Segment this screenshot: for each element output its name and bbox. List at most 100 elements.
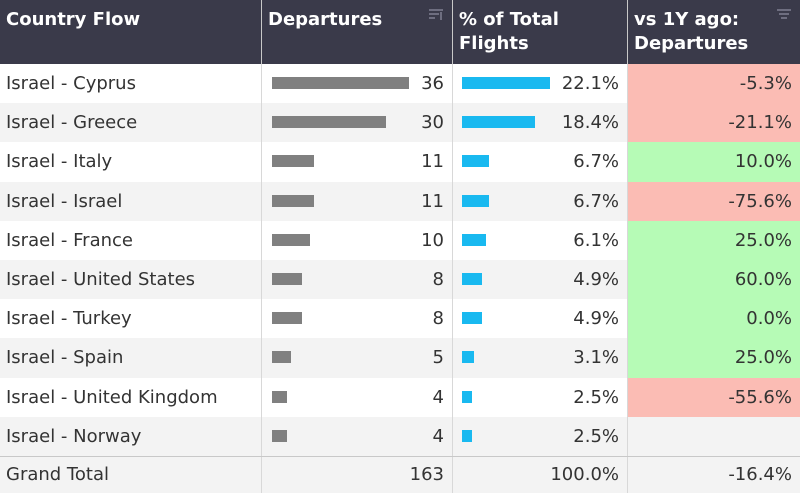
percent-bar <box>462 312 482 325</box>
change-value: -75.6% <box>728 190 792 212</box>
departures-value: 8 <box>432 268 444 290</box>
grand-total-label: Grand Total <box>0 457 262 493</box>
grand-total-change-cell: -16.4% <box>628 457 800 493</box>
change-vs-1y-cell: 0.0% <box>628 299 800 339</box>
table-row[interactable]: Israel - France 10 6.1% 25.0% <box>0 220 800 260</box>
percent-value: 3.1% <box>573 347 619 369</box>
change-vs-1y-cell: 10.0% <box>628 142 800 182</box>
percent-total-cell: 6.7% <box>453 142 628 182</box>
country-flow-cell: Israel - France <box>0 220 262 260</box>
change-vs-1y-cell <box>628 417 800 456</box>
percent-total-cell: 22.1% <box>453 64 628 104</box>
grand-total-departures: 163 <box>409 464 444 485</box>
departures-cell: 36 <box>262 64 453 104</box>
percent-value: 4.9% <box>573 308 619 330</box>
percent-bar <box>462 155 489 168</box>
departures-value: 36 <box>421 73 444 94</box>
departures-cell: 11 <box>262 181 453 221</box>
table-row[interactable]: Israel - Turkey 8 4.9% 0.0% <box>0 299 800 339</box>
header-label: Country Flow <box>6 9 141 30</box>
header-vs-1y-ago[interactable]: vs 1Y ago: Departures <box>628 0 800 64</box>
percent-value: 22.1% <box>561 73 619 94</box>
change-vs-1y-cell: 25.0% <box>628 220 800 260</box>
grand-total-departures-cell: 163 <box>262 457 453 493</box>
percent-value: 2.5% <box>573 425 619 447</box>
change-value: 10.0% <box>734 151 792 173</box>
percent-total-cell: 4.9% <box>453 299 628 339</box>
change-value: -5.3% <box>739 73 792 94</box>
grand-total-percent: 100.0% <box>550 464 619 485</box>
departures-cell: 5 <box>262 338 453 378</box>
change-vs-1y-cell: 60.0% <box>628 259 800 300</box>
table-row[interactable]: Israel - Norway 4 2.5% <box>0 416 800 456</box>
country-flow-cell: Israel - Cyprus <box>0 64 262 104</box>
change-value: 0.0% <box>746 308 792 330</box>
departures-value: 11 <box>421 190 444 212</box>
header-label: vs 1Y ago: Departures <box>634 9 749 54</box>
percent-bar <box>462 351 475 364</box>
percent-value: 6.1% <box>573 229 619 251</box>
table-row[interactable]: Israel - Cyprus 36 22.1% -5.3% <box>0 64 800 104</box>
change-vs-1y-cell: 25.0% <box>628 338 800 378</box>
percent-total-cell: 6.1% <box>453 220 628 260</box>
percent-total-cell: 6.7% <box>453 181 628 221</box>
departures-value: 4 <box>432 386 444 408</box>
percent-value: 4.9% <box>573 268 619 290</box>
departures-cell: 10 <box>262 220 453 260</box>
departures-cell: 30 <box>262 103 453 143</box>
change-value: -21.1% <box>728 112 792 134</box>
table-row[interactable]: Israel - Israel 11 6.7% -75.6% <box>0 181 800 221</box>
table-body: Israel - Cyprus 36 22.1% -5.3% Israel - Gree… <box>0 64 800 456</box>
departures-bar <box>272 272 303 285</box>
country-flow-cell: Israel - Norway <box>0 416 262 456</box>
percent-total-cell: 3.1% <box>453 338 628 378</box>
departures-cell: 4 <box>262 416 453 456</box>
departures-bar <box>272 351 292 364</box>
percent-bar <box>462 77 550 89</box>
percent-total-cell: 18.4% <box>453 103 628 143</box>
change-vs-1y-cell: -21.1% <box>628 103 800 143</box>
percent-value: 6.7% <box>573 190 619 212</box>
change-vs-1y-cell: -55.6% <box>628 377 800 417</box>
percent-bar <box>462 116 536 129</box>
header-label: Departures <box>268 9 383 30</box>
percent-value: 2.5% <box>573 386 619 408</box>
percent-value: 18.4% <box>561 112 619 134</box>
sort-descending-icon[interactable] <box>428 8 444 22</box>
departures-value: 5 <box>432 347 444 369</box>
header-country-flow[interactable]: Country Flow <box>0 0 262 64</box>
departures-value: 8 <box>432 308 444 330</box>
percent-bar <box>462 194 489 207</box>
departures-bar <box>272 116 387 129</box>
change-value: 25.0% <box>734 229 792 251</box>
country-flow-cell: Israel - Spain <box>0 338 262 378</box>
departures-bar <box>272 233 311 246</box>
header-percent-total-flights[interactable]: % of Total Flights <box>453 0 628 64</box>
departures-value: 10 <box>421 229 444 251</box>
change-value: 25.0% <box>734 347 792 369</box>
percent-bar <box>462 233 487 246</box>
table-header: Country Flow Departures % of Total Fligh… <box>0 0 800 64</box>
percent-bar <box>462 390 472 403</box>
departures-cell: 8 <box>262 259 453 300</box>
percent-value: 6.7% <box>573 151 619 173</box>
country-flow-cell: Israel - Greece <box>0 103 262 143</box>
table-row[interactable]: Israel - Spain 5 3.1% 25.0% <box>0 338 800 378</box>
filter-sort-icon[interactable] <box>776 8 792 22</box>
header-departures[interactable]: Departures <box>262 0 453 64</box>
departures-value: 11 <box>421 151 444 173</box>
percent-total-cell: 4.9% <box>453 259 628 300</box>
country-flow-cell: Israel - Italy <box>0 142 262 182</box>
change-vs-1y-cell: -75.6% <box>628 181 800 221</box>
table-row[interactable]: Israel - United Kingdom 4 2.5% -55.6% <box>0 377 800 417</box>
grand-total-percent-cell: 100.0% <box>453 457 628 493</box>
departures-bar <box>272 429 288 442</box>
table-row[interactable]: Israel - Italy 11 6.7% 10.0% <box>0 142 800 182</box>
country-flow-cell: Israel - Turkey <box>0 299 262 339</box>
table-row[interactable]: Israel - Greece 30 18.4% -21.1% <box>0 103 800 143</box>
departures-bar <box>272 312 303 325</box>
departures-cell: 8 <box>262 299 453 339</box>
departures-cell: 11 <box>262 142 453 182</box>
table-row[interactable]: Israel - United States 8 4.9% 60.0% <box>0 259 800 300</box>
departures-bar <box>272 390 288 403</box>
